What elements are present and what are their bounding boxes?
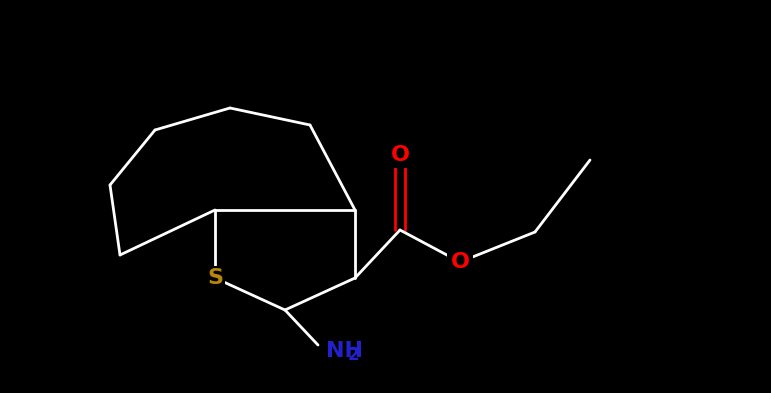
Text: O: O bbox=[450, 252, 470, 272]
Text: 2: 2 bbox=[348, 346, 359, 364]
Text: S: S bbox=[207, 268, 223, 288]
Text: O: O bbox=[390, 145, 409, 165]
Text: NH: NH bbox=[326, 341, 363, 361]
